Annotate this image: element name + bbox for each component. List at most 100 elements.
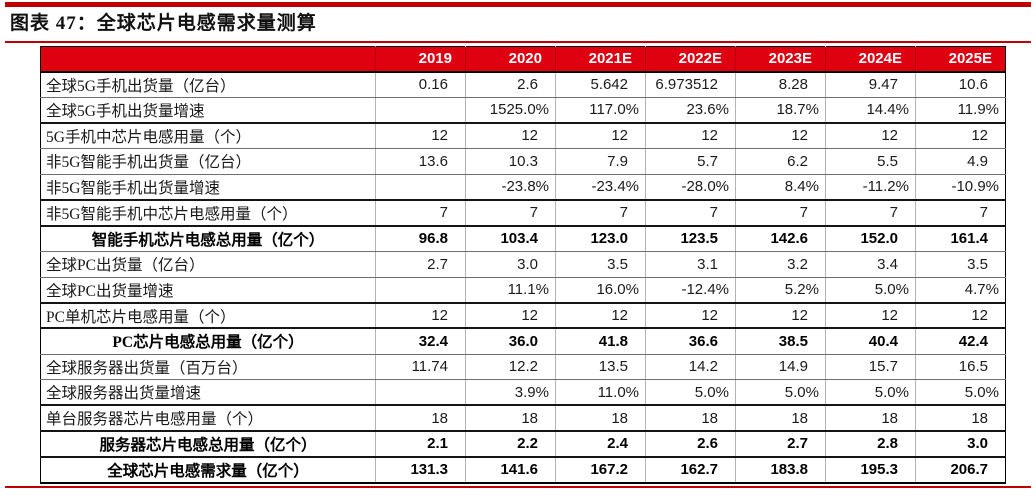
- table-cell: 2.8: [825, 431, 916, 458]
- row-label: 全球PC出货量增速: [40, 277, 376, 304]
- row-label: 非5G智能手机中芯片电感用量（个）: [40, 199, 376, 227]
- table-cell: 11.0%: [555, 379, 646, 407]
- table-cell: 32.4: [375, 328, 466, 355]
- table-cell: 131.3: [375, 456, 466, 483]
- table-cell: 2.1: [375, 431, 466, 458]
- table-cell: 123.0: [555, 225, 646, 252]
- table-cell: 14.2: [645, 354, 736, 381]
- table-row: 全球芯片电感需求量（亿个） 131.3 141.6 167.2 162.7 183.8 19…: [41, 456, 1006, 483]
- table-cell: 12: [735, 122, 826, 150]
- table-row: 全球PC出货量增速 11.1% 16.0% -12.4% 5.2% 5.0% 4.7%: [40, 277, 1006, 304]
- table-cell: 12: [465, 302, 556, 330]
- table-row: 全球5G手机出货量（亿台） 0.16 2.6 5.642 6.973512 8.28 9.4…: [40, 71, 1006, 98]
- column-header-blank: [40, 46, 376, 73]
- table-cell: 7: [915, 199, 1006, 227]
- table-cell: 18: [645, 405, 736, 433]
- table-row: 单台服务器芯片电感用量（个） 18 18 18 18 18 18 18: [40, 405, 1006, 433]
- table-cell: 36.6: [645, 328, 736, 355]
- table-cell: 206.7: [915, 456, 1006, 483]
- table-cell: 14.9: [735, 354, 826, 381]
- table-cell: 18: [465, 405, 556, 433]
- chip-inductor-demand-table: 2019 2020 2021E 2022E 2023E 2024E 2025E 全球5G手机…: [40, 46, 1006, 484]
- bottom-accent-rule: [5, 486, 1031, 488]
- table-cell: 5.7: [645, 148, 736, 175]
- table-cell: 3.0: [915, 431, 1006, 458]
- table-cell: 5.0%: [915, 379, 1006, 407]
- row-label: 非5G智能手机出货量（亿台）: [40, 148, 376, 175]
- table-cell: 1525.0%: [465, 97, 556, 124]
- table-cell: 3.2: [735, 251, 826, 278]
- table-cell: -11.2%: [825, 174, 916, 201]
- row-label: 全球服务器出货量（百万台）: [40, 354, 376, 381]
- table-cell: 12: [735, 302, 826, 330]
- table-cell: 7: [555, 199, 646, 227]
- table-cell: 7.9: [555, 148, 646, 175]
- table-cell: [375, 97, 466, 124]
- table-cell: 13.5: [555, 354, 646, 381]
- column-header-2024e: 2024E: [825, 46, 916, 73]
- table-cell: 5.2%: [735, 277, 826, 304]
- table-header-row: 2019 2020 2021E 2022E 2023E 2024E 2025E: [40, 46, 1006, 73]
- table-cell: 18: [735, 405, 826, 433]
- table-cell: 2.4: [555, 431, 646, 458]
- table-cell: 16.0%: [555, 277, 646, 304]
- table-cell: 195.3: [825, 456, 916, 483]
- table-cell: -23.8%: [465, 174, 556, 201]
- table-cell: 12: [645, 302, 736, 330]
- column-header-2025e: 2025E: [915, 46, 1006, 73]
- table-cell: 38.5: [735, 328, 826, 355]
- table-cell: 10.3: [465, 148, 556, 175]
- table-cell: 5.0%: [645, 379, 736, 407]
- table-cell: 12: [375, 302, 466, 330]
- table-body: 全球5G手机出货量（亿台） 0.16 2.6 5.642 6.973512 8.28 9.4…: [40, 71, 1006, 483]
- table-cell: [375, 277, 466, 304]
- table-cell: 10.6: [915, 71, 1006, 98]
- table-cell: 162.7: [645, 456, 736, 483]
- table-cell: 167.2: [555, 456, 646, 483]
- row-label: PC单机芯片电感用量（个）: [40, 302, 376, 330]
- table-cell: 117.0%: [555, 97, 646, 124]
- table-cell: 36.0: [465, 328, 556, 355]
- table-cell: 18: [915, 405, 1006, 433]
- table-cell: 2.7: [375, 251, 466, 278]
- row-label: 5G手机中芯片电感用量（个）: [40, 122, 376, 150]
- row-label: 智能手机芯片电感总用量（亿个）: [40, 225, 376, 252]
- table-cell: 141.6: [465, 456, 556, 483]
- table-cell: 0.16: [375, 71, 466, 98]
- table-cell: 5.0%: [825, 277, 916, 304]
- row-label: 全球服务器出货量增速: [40, 379, 376, 407]
- table-cell: 3.4: [825, 251, 916, 278]
- table-cell: 5.642: [555, 71, 646, 98]
- table-cell: 12: [555, 122, 646, 150]
- table-cell: 16.5: [915, 354, 1006, 381]
- table-cell: 8.4%: [735, 174, 826, 201]
- row-label: 单台服务器芯片电感用量（个）: [40, 405, 376, 433]
- table-cell: 11.1%: [465, 277, 556, 304]
- row-label: PC芯片电感总用量（亿个）: [40, 328, 376, 355]
- table-cell: 3.1: [645, 251, 736, 278]
- table-cell: 23.6%: [645, 97, 736, 124]
- table-row: 非5G智能手机出货量（亿台） 13.6 10.3 7.9 5.7 6.2 5.5 4.9: [40, 148, 1006, 175]
- table-row: 全球5G手机出货量增速 1525.0% 117.0% 23.6% 18.7% 14.4% 1…: [40, 97, 1006, 124]
- table-cell: 152.0: [825, 225, 916, 252]
- table-cell: 2.6: [645, 431, 736, 458]
- figure-title: 图表 47：全球芯片电感需求量测算: [10, 13, 317, 34]
- table-row: 服务器芯片电感总用量（亿个） 2.1 2.2 2.4 2.6 2.7 2.8 3.0: [40, 431, 1006, 458]
- table-cell: 7: [465, 199, 556, 227]
- table-cell: 5.5: [825, 148, 916, 175]
- table-cell: 161.4: [915, 225, 1006, 252]
- table-cell: 18.7%: [735, 97, 826, 124]
- column-header-2021e: 2021E: [555, 46, 646, 73]
- table-cell: 18: [555, 405, 646, 433]
- table-cell: 5.0%: [825, 379, 916, 407]
- row-label: 全球5G手机出货量（亿台）: [40, 71, 376, 98]
- table-cell: -28.0%: [645, 174, 736, 201]
- table-cell: 123.5: [645, 225, 736, 252]
- table-cell: 103.4: [465, 225, 556, 252]
- table-cell: -23.4%: [555, 174, 646, 201]
- table-cell: 9.47: [825, 71, 916, 98]
- table-cell: 2.6: [465, 71, 556, 98]
- table-row: 5G手机中芯片电感用量（个） 12 12 12 12 12 12 12: [40, 122, 1006, 150]
- table-cell: 4.7%: [915, 277, 1006, 304]
- table-cell: 6.2: [735, 148, 826, 175]
